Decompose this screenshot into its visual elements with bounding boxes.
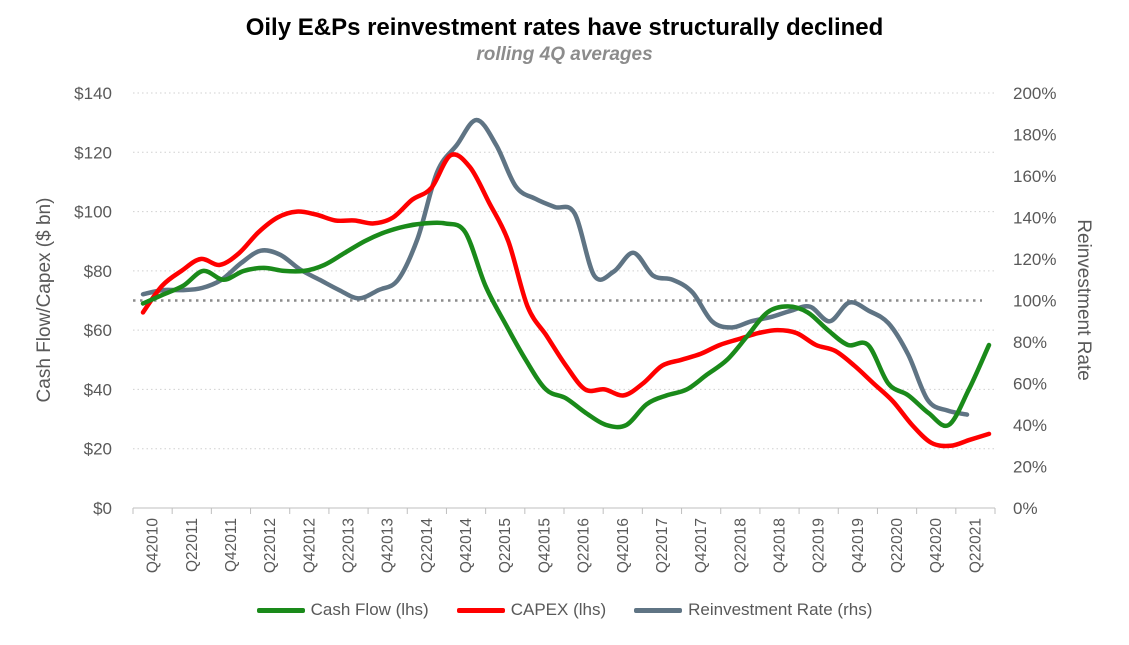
- x-tick-label: Q22012: [262, 518, 279, 573]
- left-tick-label: $120: [74, 143, 112, 162]
- left-tick-label: $20: [84, 440, 112, 459]
- left-axis-title: Cash Flow/Capex ($ bn): [34, 198, 55, 403]
- x-tick-label: Q42014: [458, 518, 475, 574]
- x-tick-label: Q22016: [576, 518, 593, 573]
- left-tick-label: $0: [93, 499, 112, 518]
- right-tick-label: 120%: [1013, 250, 1056, 269]
- right-axis-title: Reinvestment Rate: [1073, 219, 1094, 381]
- right-tick-label: 100%: [1013, 292, 1056, 311]
- right-tick-label: 80%: [1013, 333, 1047, 352]
- chart-subtitle: rolling 4Q averages: [476, 44, 653, 65]
- x-tick-label: Q42019: [850, 518, 867, 573]
- x-tick-label: Q42018: [772, 518, 789, 573]
- left-tick-label: $40: [84, 380, 112, 399]
- x-tick-label: Q42011: [223, 518, 240, 572]
- x-tick-label: Q22019: [811, 518, 828, 573]
- legend-item-reinvestment-rate: Reinvestment Rate (rhs): [634, 600, 872, 620]
- legend-item-cash-flow: Cash Flow (lhs): [256, 600, 429, 620]
- x-tick-label: Q42017: [693, 518, 710, 573]
- legend-label-cash-flow: Cash Flow (lhs): [310, 600, 429, 619]
- right-tick-label: 60%: [1013, 375, 1047, 394]
- series-line-reinvestment-rate: [140, 117, 970, 417]
- left-tick-label: $80: [84, 262, 112, 281]
- x-tick-label: Q42020: [928, 518, 945, 574]
- left-axis-ticks: $0 $20 $40 $60 $80 $100 $120 $140: [74, 84, 112, 518]
- right-tick-label: 200%: [1013, 84, 1056, 103]
- x-tick-label: Q22020: [889, 518, 906, 574]
- chart-title: Oily E&Ps reinvestment rates have struct…: [245, 14, 884, 41]
- right-axis-ticks: 0% 20% 40% 60% 80% 100% 120% 140% 160% 180% 200%: [1013, 84, 1056, 518]
- right-tick-label: 40%: [1013, 416, 1047, 435]
- x-tick-label: Q42010: [145, 518, 162, 574]
- series-line-capex: [140, 152, 992, 449]
- x-tick-label: Q22011: [184, 518, 201, 572]
- x-tick-label: Q42016: [615, 518, 632, 573]
- x-tick-label: Q22021: [967, 518, 984, 573]
- left-tick-label: $100: [74, 203, 112, 222]
- x-tick-label: Q22015: [497, 518, 514, 573]
- legend: Cash Flow (lhs) CAPEX (lhs) Reinvestment…: [0, 600, 1129, 620]
- x-tick-label: Q22018: [732, 518, 749, 573]
- x-tick-label: Q22017: [654, 518, 671, 573]
- x-tick-label: Q42015: [536, 518, 553, 573]
- right-tick-label: 0%: [1013, 499, 1038, 518]
- legend-swatch-reinvestment-rate: [634, 607, 683, 613]
- right-tick-label: 20%: [1013, 458, 1047, 477]
- x-tick-label: Q42013: [380, 518, 397, 573]
- legend-label-capex: CAPEX (lhs): [510, 600, 607, 619]
- x-tick-label: Q22013: [341, 518, 358, 573]
- legend-item-capex: CAPEX (lhs): [456, 600, 607, 620]
- x-tick-label: Q22014: [419, 518, 436, 574]
- x-axis: Q42010 Q22011 Q42011 Q22012 Q42012 Q22013 Q420…: [132, 507, 996, 574]
- left-tick-label: $140: [74, 84, 112, 103]
- legend-label-reinvestment-rate: Reinvestment Rate (rhs): [688, 600, 873, 619]
- right-tick-label: 140%: [1013, 209, 1056, 228]
- series-line-cash-flow: [140, 220, 992, 430]
- left-tick-label: $60: [84, 321, 112, 340]
- right-tick-label: 160%: [1013, 167, 1056, 186]
- series-lines: [140, 117, 992, 449]
- x-tick-label: Q42012: [301, 518, 318, 573]
- right-tick-label: 180%: [1013, 126, 1056, 145]
- legend-swatch-cash-flow: [256, 607, 305, 613]
- legend-swatch-capex: [456, 607, 505, 613]
